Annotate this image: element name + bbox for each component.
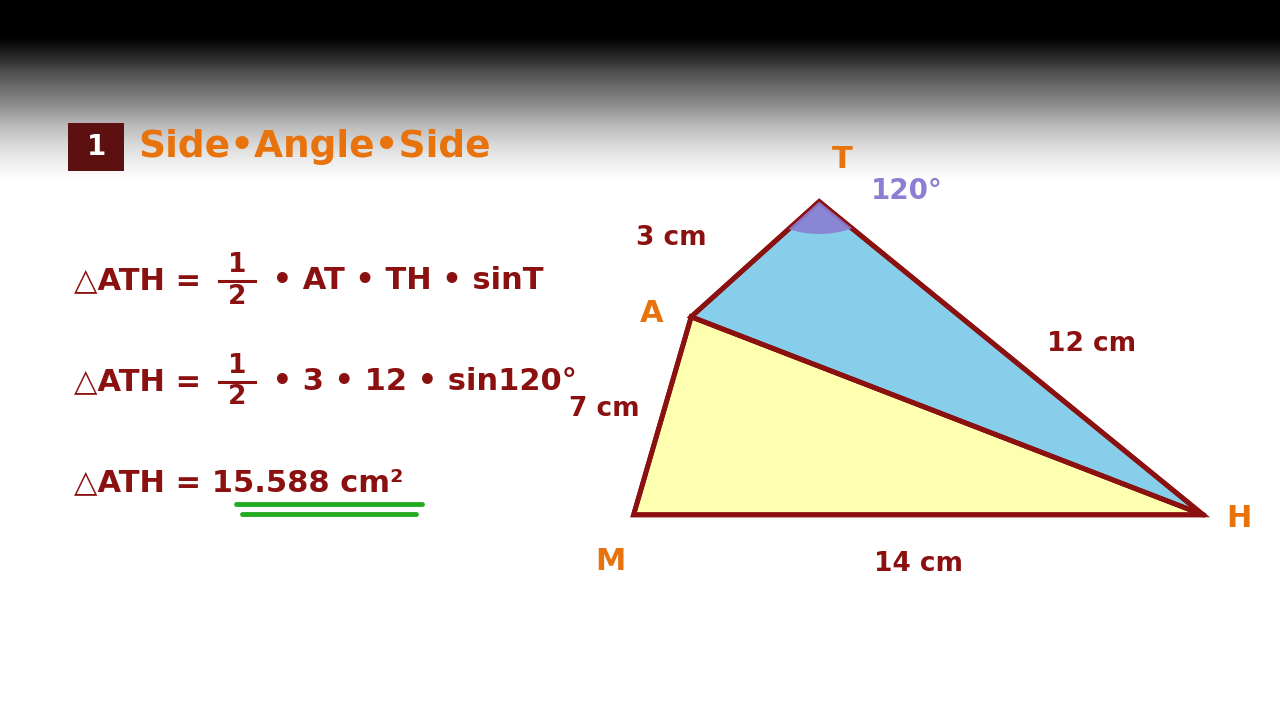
Text: 14 cm: 14 cm <box>874 551 963 577</box>
Text: H: H <box>1226 504 1252 533</box>
Text: △ATH =: △ATH = <box>74 367 212 396</box>
Text: 3 cm: 3 cm <box>636 225 707 251</box>
Text: M: M <box>595 547 626 576</box>
Wedge shape <box>788 202 852 234</box>
Text: 2: 2 <box>228 384 246 410</box>
Text: Side•Angle•Side: Side•Angle•Side <box>138 129 490 165</box>
Text: • AT • TH • sinT: • AT • TH • sinT <box>262 266 544 295</box>
Text: 1: 1 <box>228 252 246 278</box>
Polygon shape <box>691 202 1203 515</box>
Text: △ATH = 15.588 cm²: △ATH = 15.588 cm² <box>74 468 403 497</box>
Text: 12 cm: 12 cm <box>1047 330 1137 357</box>
Text: • 3 • 12 • sin120°: • 3 • 12 • sin120° <box>262 367 577 396</box>
Text: Tutors.com: Tutors.com <box>1105 668 1235 688</box>
Text: 1: 1 <box>228 353 246 379</box>
Text: 120°: 120° <box>870 177 942 204</box>
FancyBboxPatch shape <box>68 123 124 171</box>
Text: 7 cm: 7 cm <box>568 395 640 422</box>
Text: 1: 1 <box>86 133 106 161</box>
Text: T: T <box>832 145 852 174</box>
Text: A: A <box>640 299 663 328</box>
Text: △ATH =: △ATH = <box>74 266 212 295</box>
Polygon shape <box>634 317 1203 515</box>
Text: 2: 2 <box>228 284 246 310</box>
